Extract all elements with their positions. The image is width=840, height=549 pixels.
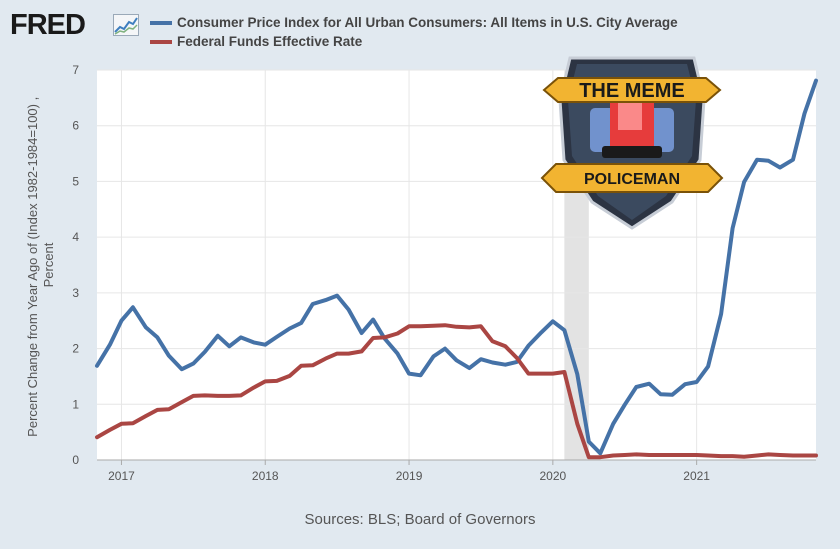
meme-policeman-badge: THE MEME POLICEMAN bbox=[540, 56, 724, 230]
y-tick-label-4: 4 bbox=[72, 230, 79, 244]
fred-logo[interactable]: FRED bbox=[10, 9, 86, 41]
y-tick-label-7: 7 bbox=[72, 63, 79, 77]
legend-item-ffr[interactable]: Federal Funds Effective Rate bbox=[150, 34, 362, 49]
badge-text-top: THE MEME bbox=[579, 80, 685, 102]
y-tick-label-2: 2 bbox=[72, 342, 79, 356]
x-tick-label-2018: 2018 bbox=[252, 469, 279, 483]
y-axis-label: Percent Change from Year Ago of (Index 1… bbox=[25, 93, 56, 437]
police-siren-icon bbox=[590, 93, 674, 158]
x-tick-label-2020: 2020 bbox=[539, 469, 566, 483]
y-tick-label-5: 5 bbox=[72, 174, 79, 188]
source-note: Sources: BLS; Board of Governors bbox=[304, 511, 536, 528]
legend-item-cpi[interactable]: Consumer Price Index for All Urban Consu… bbox=[150, 15, 678, 30]
chart-header: FRED Consumer Price Index for All Urban … bbox=[0, 0, 840, 62]
series-line-cpi[interactable] bbox=[95, 78, 818, 456]
fred-chart-icon bbox=[113, 14, 139, 36]
legend-swatch-cpi bbox=[150, 20, 172, 25]
legend-swatch-ffr bbox=[150, 39, 172, 44]
y-tick-label-3: 3 bbox=[72, 286, 79, 300]
y-tick-label-1: 1 bbox=[72, 397, 79, 411]
y-axis-label-line-2: Percent bbox=[41, 242, 56, 287]
legend-label-cpi: Consumer Price Index for All Urban Consu… bbox=[177, 15, 678, 30]
x-tick-label-2017: 2017 bbox=[108, 469, 135, 483]
x-tick-label-2021: 2021 bbox=[683, 469, 710, 483]
x-tick-label-2019: 2019 bbox=[396, 469, 423, 483]
badge-text-bottom: POLICEMAN bbox=[584, 171, 680, 188]
y-tick-label-6: 6 bbox=[72, 119, 79, 133]
y-axis-label-line-1: Percent Change from Year Ago of (Index 1… bbox=[25, 97, 40, 437]
legend-label-ffr: Federal Funds Effective Rate bbox=[177, 34, 363, 49]
series-line-ffr[interactable] bbox=[95, 323, 818, 460]
y-tick-label-0: 0 bbox=[72, 453, 79, 467]
plot-area bbox=[97, 70, 816, 460]
line-chart: 0 1 2 3 4 5 6 7 2017 2018 2019 2020 2021 Percent Cha… bbox=[25, 56, 818, 483]
